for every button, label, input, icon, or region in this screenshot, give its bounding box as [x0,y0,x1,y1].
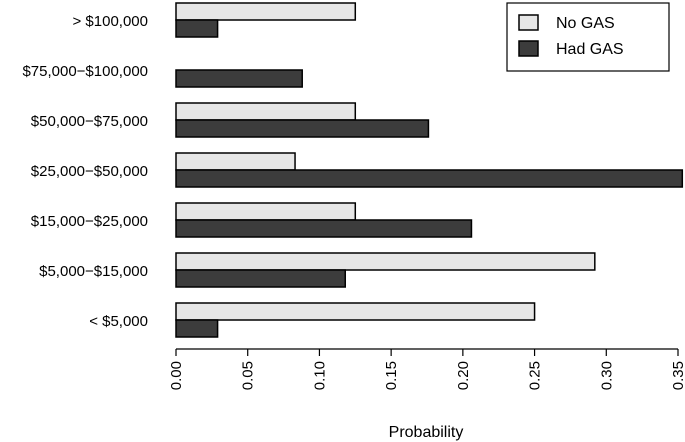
x-tick-label-2: 0.05 [240,361,257,390]
y-tick-label-3: $50,000−$75,000 [31,113,148,130]
y-tick-label-5: $15,000−$25,000 [31,213,148,230]
y-axis-tick-labels: > $100,000 $75,000−$100,000 $50,000−$75,00… [22,13,148,330]
bars-group [175,2,684,338]
x-axis: 0.00 0.05 0.10 0.15 0.20 0.25 0.30 0.35 [168,348,685,390]
bar-no-gas-5 [175,202,357,221]
x-tick-label-8: 0.35 [670,361,685,390]
x-tick-label-4: 0.15 [383,361,400,390]
bar-no-gas-3 [175,102,357,121]
legend-box [506,2,670,72]
x-axis-title: Probability [389,424,464,441]
bar-no-gas-4 [175,152,296,171]
bar-had-gas-7 [175,319,219,338]
bar-had-gas-1 [175,19,219,38]
bar-had-gas-6 [175,269,346,288]
y-tick-label-4: $25,000−$50,000 [31,163,148,180]
x-tick-label-7: 0.30 [598,361,615,390]
x-tick-label-6: 0.25 [527,361,544,390]
bar-no-gas-1 [175,2,357,21]
bar-had-gas-3 [175,119,430,138]
bar-no-gas-6 [175,252,596,271]
bar-had-gas-5 [175,219,473,238]
legend-swatch-no-gas [518,14,539,31]
x-tick-label-3: 0.10 [311,361,328,390]
bar-had-gas-2 [175,69,303,88]
y-tick-label-6: $5,000−$15,000 [39,263,148,280]
x-tick-label-1: 0.00 [168,361,185,390]
y-tick-label-7: < $5,000 [89,313,148,330]
bar-no-gas-7 [175,302,536,321]
legend: No GAS Had GAS [506,2,670,72]
legend-swatch-had-gas [518,40,539,57]
y-tick-label-1: > $100,000 [73,13,149,30]
legend-label-no-gas: No GAS [556,15,615,32]
x-tick-label-5: 0.20 [455,361,472,390]
y-tick-label-2: $75,000−$100,000 [22,63,148,80]
bar-had-gas-4 [175,169,684,188]
legend-label-had-gas: Had GAS [556,41,624,58]
